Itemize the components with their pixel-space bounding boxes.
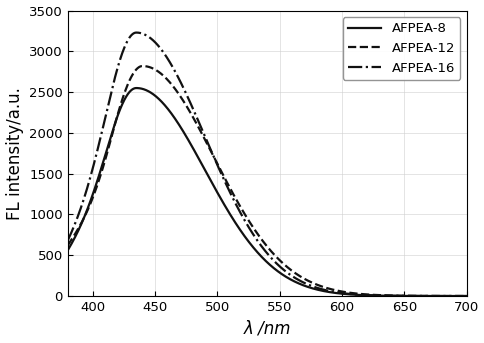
Line: AFPEA-16: AFPEA-16 [68, 33, 466, 296]
AFPEA-16 [85, 183, 91, 187]
AFPEA-16 [378, 294, 384, 298]
AFPEA-12 [452, 294, 457, 298]
AFPEA-8 [258, 255, 264, 259]
AFPEA-8 [463, 294, 469, 298]
AFPEA-12 [378, 293, 384, 297]
AFPEA-8 [133, 86, 139, 90]
Legend: AFPEA-8, AFPEA-12, AFPEA-16: AFPEA-8, AFPEA-12, AFPEA-16 [342, 17, 459, 80]
X-axis label: λ /nm: λ /nm [243, 319, 290, 338]
Line: AFPEA-8: AFPEA-8 [68, 88, 466, 296]
AFPEA-8 [248, 243, 254, 247]
AFPEA-12 [85, 207, 91, 211]
AFPEA-12 [139, 64, 145, 68]
AFPEA-16 [463, 294, 469, 298]
AFPEA-16 [65, 238, 71, 243]
AFPEA-12 [452, 294, 457, 298]
AFPEA-12 [248, 223, 254, 227]
AFPEA-8 [452, 294, 457, 298]
AFPEA-12 [65, 244, 71, 248]
AFPEA-16 [452, 294, 457, 298]
AFPEA-12 [258, 238, 264, 242]
Line: AFPEA-12: AFPEA-12 [68, 66, 466, 296]
AFPEA-16 [248, 229, 254, 234]
Y-axis label: FL intensity/a.u.: FL intensity/a.u. [5, 87, 24, 220]
AFPEA-8 [65, 248, 71, 252]
AFPEA-8 [452, 294, 457, 298]
AFPEA-16 [133, 31, 139, 35]
AFPEA-8 [378, 294, 384, 298]
AFPEA-16 [452, 294, 457, 298]
AFPEA-16 [258, 245, 264, 249]
AFPEA-12 [463, 294, 469, 298]
AFPEA-8 [85, 205, 91, 210]
